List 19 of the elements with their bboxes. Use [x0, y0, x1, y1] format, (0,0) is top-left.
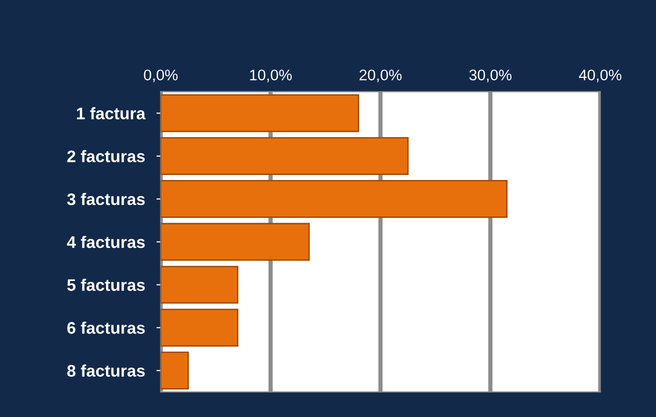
y-tick-label: 8 facturas: [67, 364, 145, 377]
x-tick-label: 0,0%: [144, 70, 178, 82]
y-tick-label: 2 facturas: [67, 150, 145, 162]
y-tick-label: 1 factura: [77, 107, 146, 120]
y-tick-label: 3 facturas: [67, 192, 145, 206]
y-tick-label: 6 facturas: [67, 322, 145, 334]
x-tick-label: 10,0%: [250, 70, 292, 82]
bar: [160, 352, 189, 390]
bar: [160, 266, 238, 304]
x-tick-label: 20,0%: [360, 70, 402, 82]
bar: [160, 222, 310, 261]
bar: [160, 180, 508, 218]
bar: [160, 308, 238, 347]
x-tick-label: 40,0%: [578, 70, 622, 82]
x-tick-label: 30,0%: [469, 70, 512, 82]
y-tick-label: 4 facturas: [66, 236, 145, 248]
y-tick-label: 5 facturas: [67, 278, 145, 291]
bar: [160, 137, 409, 175]
bar: [160, 94, 360, 132]
